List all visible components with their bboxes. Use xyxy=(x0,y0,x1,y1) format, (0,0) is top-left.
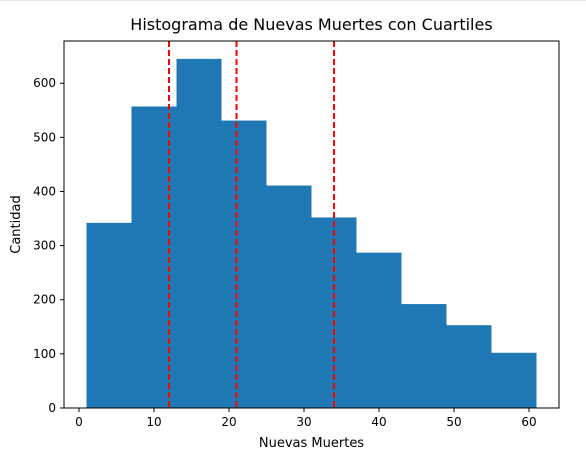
y-tick-label: 500 xyxy=(33,130,56,144)
x-tick-label: 40 xyxy=(371,415,386,429)
x-tick-label: 30 xyxy=(296,415,311,429)
histogram-bar-10 xyxy=(491,352,537,408)
x-tick-label: 60 xyxy=(521,415,536,429)
x-tick-label: 0 xyxy=(75,415,83,429)
bars-group xyxy=(86,58,537,409)
x-axis-ticks: 0 10 20 30 40 50 60 xyxy=(75,408,537,429)
histogram-bar-7 xyxy=(356,252,402,408)
y-axis-label: Cantidad xyxy=(9,195,24,253)
x-axis-label: Nuevas Muertes xyxy=(259,436,364,451)
histogram-bar-1 xyxy=(86,222,132,408)
y-tick-label: 0 xyxy=(48,401,56,415)
y-tick-label: 100 xyxy=(33,347,56,361)
y-tick-label: 200 xyxy=(33,293,56,307)
histogram-bar-8 xyxy=(401,304,447,408)
plot-frame xyxy=(63,40,560,409)
histogram-bar-3 xyxy=(176,58,222,409)
y-tick-label: 300 xyxy=(33,239,56,253)
x-tick-label: 20 xyxy=(221,415,236,429)
y-axis-ticks: 0 100 200 300 400 500 600 xyxy=(33,76,64,415)
histogram-bar-9 xyxy=(446,325,492,408)
x-tick-label: 50 xyxy=(446,415,461,429)
y-tick-label: 400 xyxy=(33,184,56,198)
quartile-lines-group xyxy=(168,41,335,408)
y-tick-label: 600 xyxy=(33,76,56,90)
x-tick-label: 10 xyxy=(146,415,161,429)
window-top-border xyxy=(0,0,586,1)
histogram-bar-5 xyxy=(266,185,312,408)
histogram-bar-4 xyxy=(221,120,267,408)
chart-title: Histograma de Nuevas Muertes con Cuartil… xyxy=(130,15,492,34)
